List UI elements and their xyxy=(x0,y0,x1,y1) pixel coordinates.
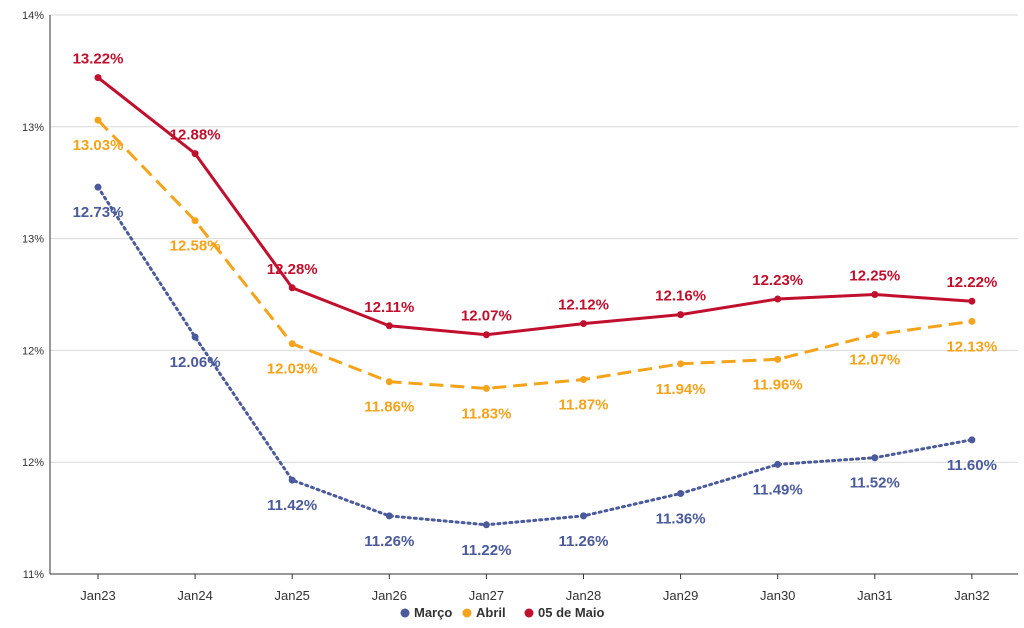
y-tick-label: 13% xyxy=(22,122,44,134)
data-point xyxy=(482,331,490,339)
y-tick-label: 14% xyxy=(22,10,44,22)
data-label: 11.52% xyxy=(850,475,900,492)
data-point xyxy=(385,512,393,520)
x-tick-label: Jan24 xyxy=(177,588,212,603)
data-label: 12.13% xyxy=(946,338,997,355)
data-label: 13.22% xyxy=(73,51,124,68)
series-line xyxy=(97,76,973,337)
legend-marker xyxy=(524,608,534,618)
series-line xyxy=(96,185,974,527)
data-point xyxy=(385,378,393,386)
data-label: 11.49% xyxy=(753,481,803,498)
data-point xyxy=(580,320,587,328)
data-label: 12.06% xyxy=(170,354,221,371)
x-tick-label: Jan26 xyxy=(372,588,407,603)
data-label: 11.83% xyxy=(461,405,511,422)
data-label: 12.03% xyxy=(267,361,318,378)
data-label: 12.22% xyxy=(946,274,997,291)
data-point xyxy=(774,355,782,363)
legend: Março Abril 05 de Maio xyxy=(400,605,605,620)
data-label: 11.86% xyxy=(364,399,414,416)
data-point xyxy=(774,460,782,468)
data-point xyxy=(191,217,199,225)
data-point xyxy=(288,284,296,292)
data-label: 11.36% xyxy=(656,511,706,528)
data-point xyxy=(580,512,587,520)
data-label: 12.23% xyxy=(752,272,803,289)
data-point xyxy=(968,317,976,325)
x-tick-label: Jan27 xyxy=(469,588,504,603)
x-tick-label: Jan23 xyxy=(80,588,115,603)
data-label: 12.25% xyxy=(849,268,900,285)
data-label: 11.22% xyxy=(461,542,511,559)
legend-item-label: 05 de Maio xyxy=(538,605,605,620)
x-tick-label: Jan31 xyxy=(857,588,892,603)
data-point xyxy=(968,436,976,444)
data-label: 11.94% xyxy=(656,381,706,398)
data-point xyxy=(288,340,296,348)
data-point xyxy=(580,375,587,383)
y-tick-label: 12% xyxy=(22,457,44,469)
data-label: 13.03% xyxy=(73,137,124,154)
data-point xyxy=(482,521,490,529)
data-label: 12.12% xyxy=(558,297,609,314)
data-point xyxy=(191,333,199,341)
legend-item-label: Abril xyxy=(476,605,506,620)
data-label: 11.87% xyxy=(558,396,608,413)
legend-marker xyxy=(400,608,410,618)
data-point xyxy=(677,490,685,498)
data-point xyxy=(94,116,102,124)
y-tick-label: 13% xyxy=(22,234,44,246)
data-point xyxy=(385,322,393,330)
x-tick-label: Jan29 xyxy=(663,588,698,603)
data-point xyxy=(968,297,976,305)
data-label: 11.96% xyxy=(753,376,803,393)
data-point xyxy=(871,331,879,339)
series-layer xyxy=(94,74,976,529)
data-label: 11.42% xyxy=(267,497,317,514)
data-point xyxy=(191,150,199,158)
data-label: 12.16% xyxy=(655,288,706,305)
data-point xyxy=(871,454,879,462)
series-line xyxy=(96,119,973,390)
data-label: 12.58% xyxy=(170,238,221,255)
data-label: 11.60% xyxy=(947,457,997,474)
data-label: 11.26% xyxy=(558,533,608,550)
data-label-layer: 12.73% 12.06% 11.42% 11.26% 11.22% 11.26% 11.3… xyxy=(73,51,998,559)
x-tick-label: Jan32 xyxy=(954,588,989,603)
legend-marker xyxy=(462,608,472,618)
data-label: 12.88% xyxy=(170,127,221,144)
data-point xyxy=(288,476,296,484)
data-point xyxy=(677,360,685,368)
data-label: 11.26% xyxy=(364,533,414,550)
data-label: 12.07% xyxy=(849,352,900,369)
data-label: 12.73% xyxy=(73,204,124,221)
y-tick-label: 11% xyxy=(23,569,44,581)
y-tick-label: 12% xyxy=(22,345,44,357)
data-point xyxy=(871,291,879,298)
x-tick-label: Jan28 xyxy=(566,588,601,603)
data-point xyxy=(774,295,782,303)
data-point xyxy=(94,74,102,82)
data-label: 12.11% xyxy=(364,299,414,316)
axis-layer: 11% 12% 12% 13% 13% 14% Jan23 Jan24 Jan25 Jan26 Ja… xyxy=(22,10,1018,603)
x-tick-label: Jan25 xyxy=(274,588,309,603)
data-label: 12.28% xyxy=(267,261,318,278)
data-label: 12.07% xyxy=(461,308,512,325)
legend-item-label: Março xyxy=(414,605,452,620)
data-point xyxy=(482,384,490,392)
x-tick-label: Jan30 xyxy=(760,588,795,603)
data-point xyxy=(94,183,102,191)
data-point xyxy=(677,311,685,319)
